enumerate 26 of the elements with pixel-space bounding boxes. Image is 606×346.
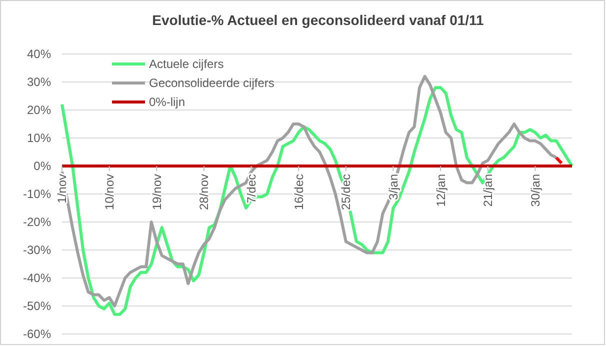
x-tick-label: 7/dec (244, 174, 258, 204)
x-tick-label: 19/nov (150, 174, 164, 210)
x-tick-label: 1/nov (55, 174, 70, 204)
chart-title: Evolutie-% Actueel en geconsolideerd vanaf 01/11 (152, 12, 484, 28)
y-tick-label: 20% (26, 102, 52, 117)
x-tick-label: 30/jan (528, 174, 542, 207)
legend-label: Actuele cijfers (149, 57, 224, 72)
x-tick-label: 3/jan (386, 174, 400, 200)
y-tick-label: -60% (22, 326, 52, 341)
y-tick-label: 10% (26, 130, 52, 145)
x-tick-label: 12/jan (434, 174, 448, 207)
x-tick-label: 16/dec (292, 174, 306, 210)
y-tick-label: 0% (34, 158, 52, 173)
y-tick-label: 30% (26, 74, 52, 89)
y-tick-label: -10% (22, 186, 52, 201)
legend-label: 0%-lijn (149, 95, 186, 110)
legend-label: Geconsolideerde cijfers (149, 76, 274, 90)
x-tick-label: 25/dec (339, 174, 354, 210)
x-tick-label: 10/nov (102, 174, 117, 210)
y-tick-label: -20% (22, 214, 52, 229)
y-tick-label: 40% (26, 46, 52, 61)
x-tick-label: 28/nov (197, 174, 212, 210)
x-tick-label: 21/jan (481, 174, 496, 207)
y-tick-label: -50% (22, 298, 52, 313)
y-tick-label: -40% (22, 270, 52, 285)
y-tick-label: -30% (22, 242, 52, 257)
